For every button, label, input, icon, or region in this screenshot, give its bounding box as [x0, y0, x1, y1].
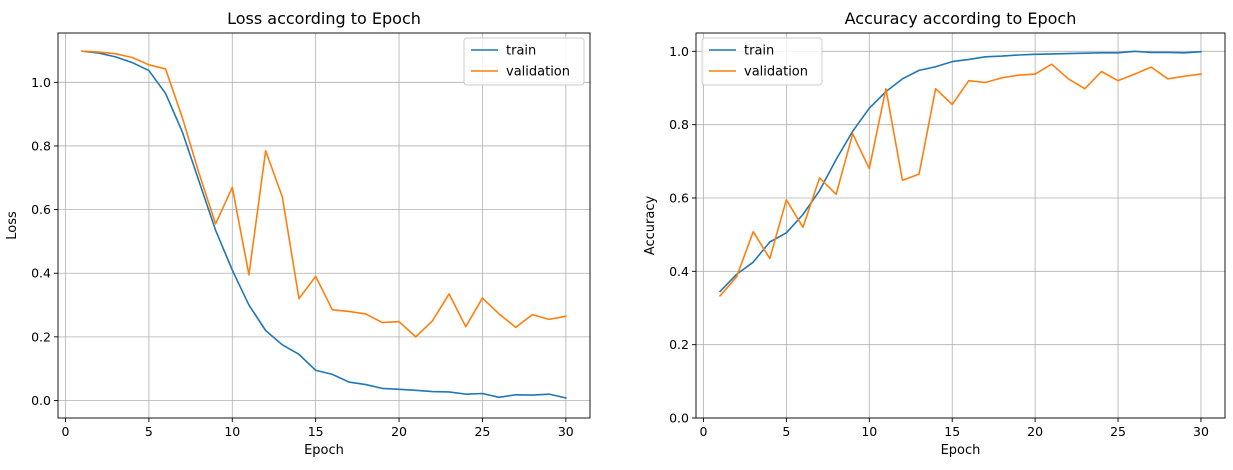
- axes-frame: [695, 32, 1226, 419]
- y-tick-label: 0.6: [669, 191, 689, 206]
- x-tick-label: 15: [308, 424, 324, 439]
- legend: train validation: [463, 37, 585, 86]
- y-axis-label: Accuracy: [643, 196, 658, 256]
- y-tick-label: 0.2: [31, 329, 51, 344]
- chart-1: 0 5 10 15 20 25 30 0.0 0.2 0.4 0.6 0.8 1.0 Loss accor…: [5, 9, 591, 458]
- y-tick-label: 0.8: [669, 117, 689, 132]
- x-tick-label: 5: [782, 424, 790, 439]
- y-axis-label: Loss: [5, 211, 20, 240]
- legend-label-validation: validation: [744, 65, 808, 80]
- series-line-train: [718, 50, 1202, 293]
- chart-title: Loss according to Epoch: [227, 9, 421, 28]
- series-line-train: [81, 50, 567, 399]
- x-tick-label: 0: [699, 424, 707, 439]
- y-tick-label: 1.0: [31, 75, 51, 90]
- y-tick-label: 0.4: [669, 264, 689, 279]
- series-line-validation: [718, 63, 1202, 298]
- x-tick-label: 25: [1110, 424, 1126, 439]
- x-tick-label: 20: [1027, 424, 1043, 439]
- x-tick-label: 5: [145, 424, 153, 439]
- chart-title: Accuracy according to Epoch: [845, 9, 1077, 28]
- x-axis-label: Epoch: [304, 443, 344, 458]
- y-tick-label: 0.2: [669, 337, 689, 352]
- x-tick-label: 10: [861, 424, 877, 439]
- legend-label-train: train: [506, 44, 536, 59]
- legend: train validation: [701, 37, 823, 86]
- x-tick-label: 10: [224, 424, 240, 439]
- x-tick-label: 20: [391, 424, 407, 439]
- legend-label-validation: validation: [506, 65, 570, 80]
- plot-area: [58, 33, 590, 418]
- axes-frame: [57, 32, 591, 419]
- x-tick-label: 30: [1193, 424, 1209, 439]
- y-tick-label: 0.6: [31, 202, 51, 217]
- chart-2: 0 5 10 15 20 25 30 0.0 0.2 0.4 0.6 0.8 1.0 Accuracy a…: [643, 9, 1226, 458]
- x-axis-label: Epoch: [941, 443, 981, 458]
- legend-label-train: train: [744, 44, 774, 59]
- x-tick-label: 25: [474, 424, 490, 439]
- y-tick-label: 0.4: [31, 266, 51, 281]
- x-tick-label: 0: [62, 424, 70, 439]
- x-tick-label: 15: [944, 424, 960, 439]
- y-tick-label: 1.0: [669, 44, 689, 59]
- y-tick-label: 0.0: [31, 393, 51, 408]
- y-tick-label: 0.8: [31, 138, 51, 153]
- x-tick-label: 30: [558, 424, 574, 439]
- y-tick-label: 0.0: [669, 411, 689, 426]
- plot-area: [696, 33, 1225, 418]
- series-line-validation: [81, 50, 567, 338]
